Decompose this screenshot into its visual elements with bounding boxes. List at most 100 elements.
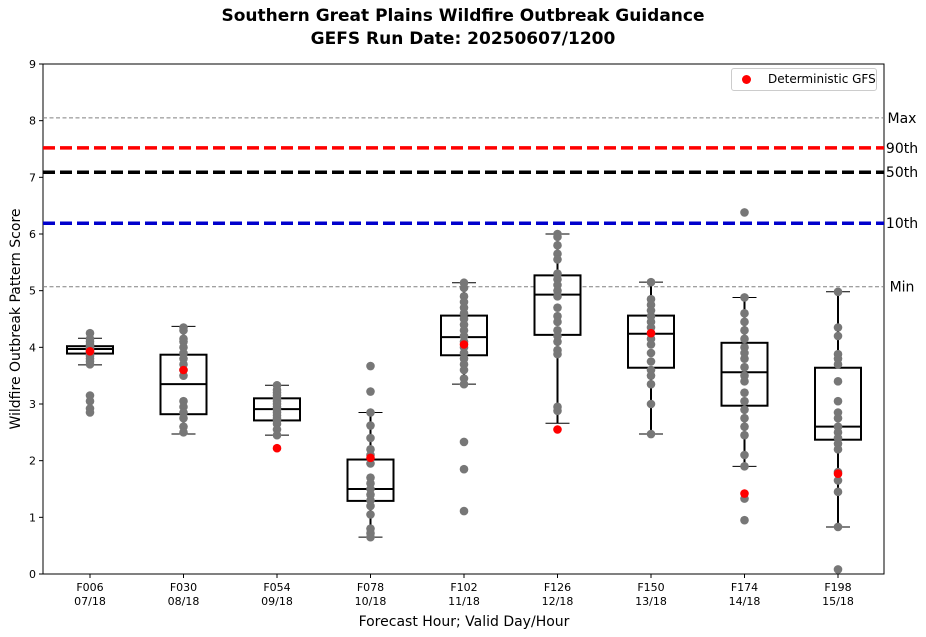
member-point bbox=[833, 360, 843, 369]
member-point bbox=[85, 408, 95, 417]
member-point bbox=[366, 501, 375, 511]
member-point bbox=[833, 377, 843, 386]
member-point bbox=[740, 388, 749, 397]
member-point bbox=[553, 337, 562, 346]
member-point bbox=[740, 422, 749, 431]
member-point bbox=[740, 413, 749, 423]
member-point bbox=[553, 232, 562, 242]
member-point bbox=[740, 377, 749, 386]
y-axis-label: Wildfire Outbreak Pattern Score bbox=[8, 208, 24, 429]
member-point bbox=[833, 476, 843, 485]
reference-label-min: Min bbox=[890, 280, 915, 296]
reference-label-90th: 90th bbox=[886, 141, 918, 157]
member-point bbox=[740, 334, 749, 344]
member-point bbox=[366, 361, 375, 371]
member-point bbox=[553, 406, 562, 416]
member-point bbox=[459, 379, 469, 389]
member-point bbox=[179, 428, 188, 437]
y-tick-label: 4 bbox=[29, 341, 36, 354]
x-tick-label-valid: 09/18 bbox=[261, 595, 293, 608]
member-point bbox=[646, 348, 656, 358]
member-point bbox=[740, 293, 749, 302]
member-points bbox=[85, 208, 843, 574]
member-point bbox=[85, 360, 95, 369]
deterministic-points bbox=[85, 328, 843, 498]
x-tick-label-valid: 12/18 bbox=[542, 595, 574, 608]
member-point bbox=[459, 506, 469, 516]
member-point bbox=[646, 379, 656, 389]
member-point bbox=[646, 429, 656, 439]
deterministic-point bbox=[833, 469, 843, 479]
member-point bbox=[833, 323, 843, 332]
x-tick-label-hour: F198 bbox=[824, 581, 851, 594]
member-point bbox=[646, 357, 656, 366]
y-tick-label: 8 bbox=[29, 115, 36, 128]
member-point bbox=[740, 208, 749, 217]
y-tick-label: 6 bbox=[29, 228, 36, 241]
member-point bbox=[833, 331, 843, 341]
member-point bbox=[833, 487, 843, 497]
chart-subtitle: GEFS Run Date: 20250607/1200 bbox=[310, 29, 616, 49]
member-point bbox=[833, 287, 843, 297]
x-axis-label: Forecast Hour; Valid Day/Hour bbox=[359, 614, 570, 630]
deterministic-point bbox=[740, 489, 749, 498]
x-tick-label-valid: 08/18 bbox=[168, 595, 200, 608]
y-tick-label: 3 bbox=[29, 398, 36, 411]
member-point bbox=[366, 387, 375, 396]
deterministic-point bbox=[85, 347, 95, 356]
y-tick-label: 7 bbox=[29, 171, 36, 184]
member-point bbox=[553, 349, 562, 359]
member-point bbox=[366, 433, 375, 443]
y-tick-label: 2 bbox=[29, 455, 36, 468]
deterministic-point bbox=[459, 340, 469, 349]
reference-label-max: Max bbox=[888, 111, 917, 127]
member-point bbox=[459, 365, 469, 375]
member-point bbox=[366, 408, 375, 417]
x-tick-label-valid: 07/18 bbox=[74, 595, 106, 608]
x-tick-label-hour: F006 bbox=[76, 581, 103, 594]
member-point bbox=[366, 510, 375, 519]
member-point bbox=[459, 464, 469, 474]
member-point bbox=[646, 371, 656, 380]
member-point bbox=[553, 255, 562, 264]
x-tick-label-valid: 10/18 bbox=[355, 595, 387, 608]
member-point bbox=[740, 515, 749, 525]
member-point bbox=[646, 340, 656, 349]
member-point bbox=[833, 522, 843, 532]
deterministic-point bbox=[646, 328, 656, 338]
deterministic-point bbox=[179, 365, 188, 375]
member-point bbox=[179, 413, 188, 423]
y-tick-label: 9 bbox=[29, 58, 36, 71]
member-point bbox=[179, 326, 188, 335]
legend: Deterministic GFS bbox=[731, 68, 877, 91]
member-point bbox=[459, 437, 469, 447]
x-tick-label-hour: F078 bbox=[357, 581, 384, 594]
member-point bbox=[366, 421, 375, 430]
member-point bbox=[272, 430, 282, 440]
member-point bbox=[740, 450, 749, 460]
deterministic-point bbox=[553, 425, 562, 434]
member-point bbox=[740, 362, 749, 372]
member-point bbox=[740, 405, 749, 414]
deterministic-point bbox=[272, 443, 282, 453]
member-point bbox=[833, 396, 843, 406]
member-point bbox=[553, 303, 562, 312]
member-point bbox=[740, 462, 749, 471]
member-point bbox=[740, 396, 749, 406]
x-tick-label-valid: 13/18 bbox=[635, 595, 667, 608]
member-point bbox=[646, 399, 656, 409]
deterministic-point bbox=[366, 453, 375, 463]
legend-marker-deterministic bbox=[742, 75, 751, 84]
y-tick-label: 1 bbox=[29, 511, 36, 524]
x-tick-label-hour: F030 bbox=[170, 581, 197, 594]
member-point bbox=[833, 445, 843, 454]
member-point bbox=[740, 317, 749, 327]
x-tick-label-hour: F126 bbox=[544, 581, 571, 594]
reference-label-50th: 50th bbox=[886, 165, 918, 181]
member-point bbox=[833, 413, 843, 423]
member-point bbox=[740, 326, 749, 335]
y-tick-label: 0 bbox=[29, 568, 36, 581]
member-point bbox=[459, 283, 469, 293]
